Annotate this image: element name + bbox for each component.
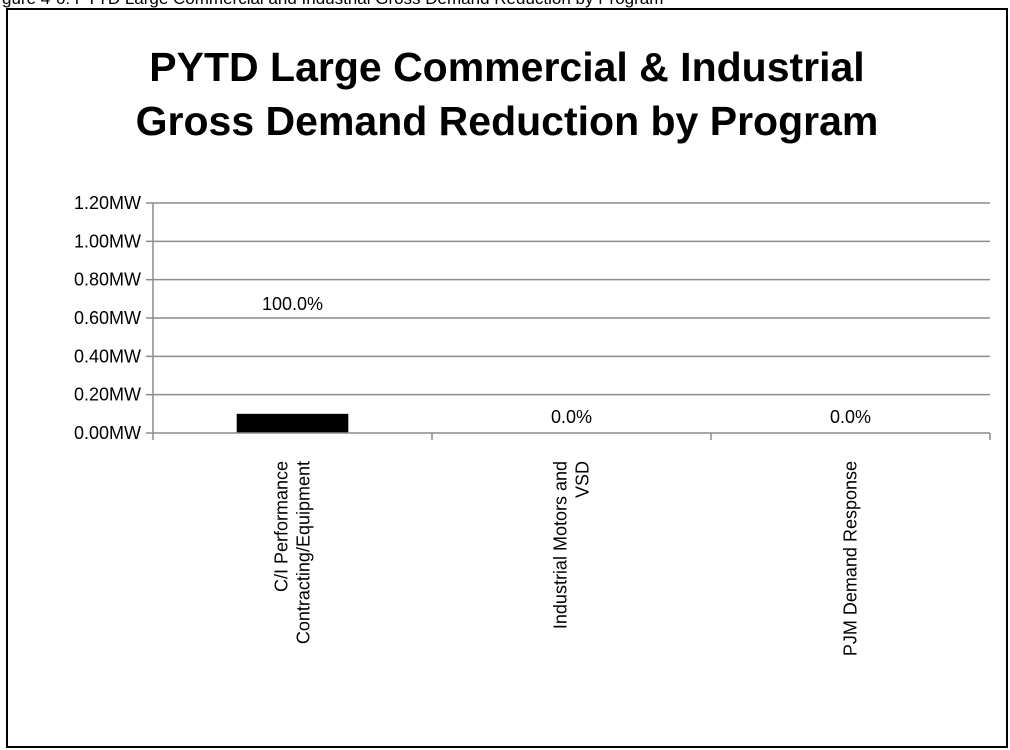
chart-frame: PYTD Large Commercial & Industrial Gross… [6,8,1008,748]
data-label: 100.0% [262,294,323,314]
data-label: 0.0% [551,407,592,427]
y-tick-label: 0.80MW [74,270,141,290]
data-label: 0.0% [830,407,871,427]
x-category-label: C/I Performance Contracting/Equipment [272,461,314,644]
chart-title-line-1: PYTD Large Commercial & Industrial [149,44,865,90]
figure-caption: gure 4-6: PYTD Large Commercial and Indu… [2,0,663,9]
chart-title-line-2: Gross Demand Reduction by Program [135,98,879,144]
x-category-label: Industrial Motors and VSD [551,461,593,629]
y-tick-label: 0.60MW [74,308,141,328]
y-tick-label: 1.00MW [74,231,141,251]
chart-title: PYTD Large Commercial & Industrial Gross… [8,40,1006,148]
bar-chart-plot: 0.00MW 0.20MW 0.40MW 0.60MW 0.80MW 1.00MW 1.20… [74,193,991,656]
y-tick-label: 0.40MW [74,346,141,366]
y-tick-label: 1.20MW [74,193,141,213]
bar [236,413,349,433]
x-category-label: PJM Demand Response [841,461,861,656]
y-tick-label: 0.20MW [74,385,141,405]
y-tick-label: 0.00MW [74,423,141,443]
